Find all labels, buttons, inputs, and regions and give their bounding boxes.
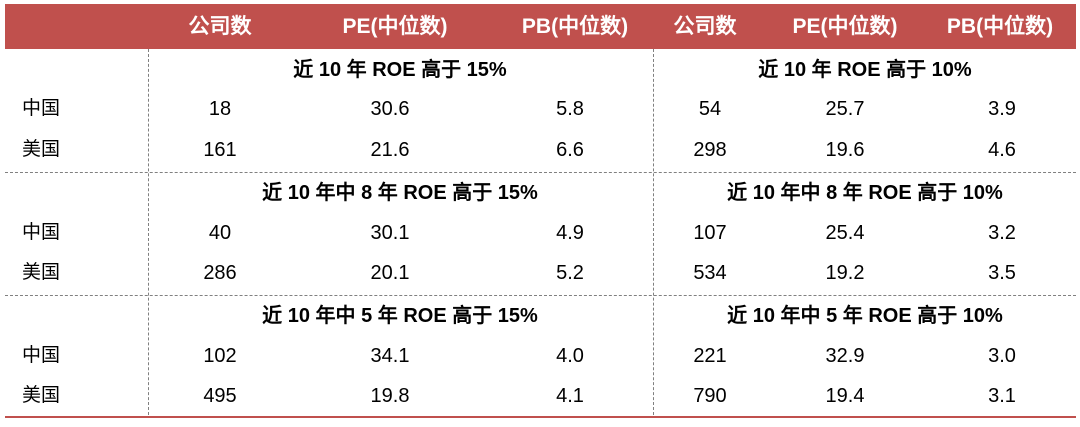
- cell-pe-median: 20.1: [370, 262, 410, 284]
- cell-pe-median: 34.1: [370, 345, 410, 367]
- cell-company-count: 54: [698, 98, 722, 120]
- section-title-right: 近 10 年中 5 年 ROE 高于 10%: [727, 305, 1003, 327]
- section-title-right: 近 10 年中 8 年 ROE 高于 10%: [727, 182, 1003, 204]
- section-title-left: 近 10 年 ROE 高于 15%: [293, 59, 507, 81]
- cell-company-count: 40: [208, 222, 232, 244]
- row-label: 中国: [22, 98, 61, 119]
- cell-pe-median: 30.1: [370, 222, 410, 244]
- cell-pb-median: 5.8: [556, 98, 584, 120]
- cell-pe-median: 21.6: [370, 139, 410, 161]
- header-company-count-right: 公司数: [673, 15, 737, 38]
- cell-pb-median: 3.1: [988, 385, 1016, 407]
- header-company-count-left: 公司数: [188, 15, 252, 38]
- cell-company-count: 18: [208, 98, 232, 120]
- cell-pb-median: 4.1: [556, 385, 584, 407]
- cell-pb-median: 4.0: [556, 345, 584, 367]
- section-title-right: 近 10 年 ROE 高于 10%: [758, 59, 972, 81]
- row-label: 中国: [22, 222, 61, 243]
- cell-pe-median: 19.6: [825, 139, 865, 161]
- cell-company-count: 790: [693, 385, 727, 407]
- cell-company-count: 161: [203, 139, 237, 161]
- column-divider-left: [148, 49, 149, 415]
- table-header-bar: [5, 4, 1076, 49]
- cell-company-count: 102: [203, 345, 237, 367]
- cell-pb-median: 4.9: [556, 222, 584, 244]
- cell-pe-median: 19.4: [825, 385, 865, 407]
- row-label: 中国: [22, 345, 61, 366]
- section-divider-2: [5, 295, 1076, 296]
- cell-company-count: 298: [693, 139, 727, 161]
- cell-pe-median: 19.2: [825, 262, 865, 284]
- cell-pb-median: 3.2: [988, 222, 1016, 244]
- cell-company-count: 221: [693, 345, 727, 367]
- cell-company-count: 107: [693, 222, 727, 244]
- section-title-left: 近 10 年中 5 年 ROE 高于 15%: [262, 305, 538, 327]
- row-label: 美国: [22, 385, 61, 406]
- cell-company-count: 286: [203, 262, 237, 284]
- cell-pb-median: 3.5: [988, 262, 1016, 284]
- header-pb-median-right: PB(中位数): [946, 15, 1054, 38]
- header-pb-median-left: PB(中位数): [521, 15, 629, 38]
- column-divider-middle: [653, 49, 654, 415]
- row-label: 美国: [22, 139, 61, 160]
- header-pe-median-right: PE(中位数): [792, 15, 898, 38]
- cell-pe-median: 32.9: [825, 345, 865, 367]
- cell-pe-median: 19.8: [370, 385, 410, 407]
- cell-company-count: 534: [693, 262, 727, 284]
- cell-company-count: 495: [203, 385, 237, 407]
- cell-pe-median: 25.7: [825, 98, 865, 120]
- section-divider-1: [5, 172, 1076, 173]
- cell-pb-median: 4.6: [988, 139, 1016, 161]
- table-bottom-rule: [5, 416, 1076, 418]
- section-title-left: 近 10 年中 8 年 ROE 高于 15%: [262, 182, 538, 204]
- cell-pb-median: 5.2: [556, 262, 584, 284]
- header-pe-median-left: PE(中位数): [342, 15, 448, 38]
- cell-pb-median: 3.9: [988, 98, 1016, 120]
- cell-pb-median: 3.0: [988, 345, 1016, 367]
- cell-pe-median: 25.4: [825, 222, 865, 244]
- cell-pe-median: 30.6: [370, 98, 410, 120]
- row-label: 美国: [22, 262, 61, 283]
- cell-pb-median: 6.6: [556, 139, 584, 161]
